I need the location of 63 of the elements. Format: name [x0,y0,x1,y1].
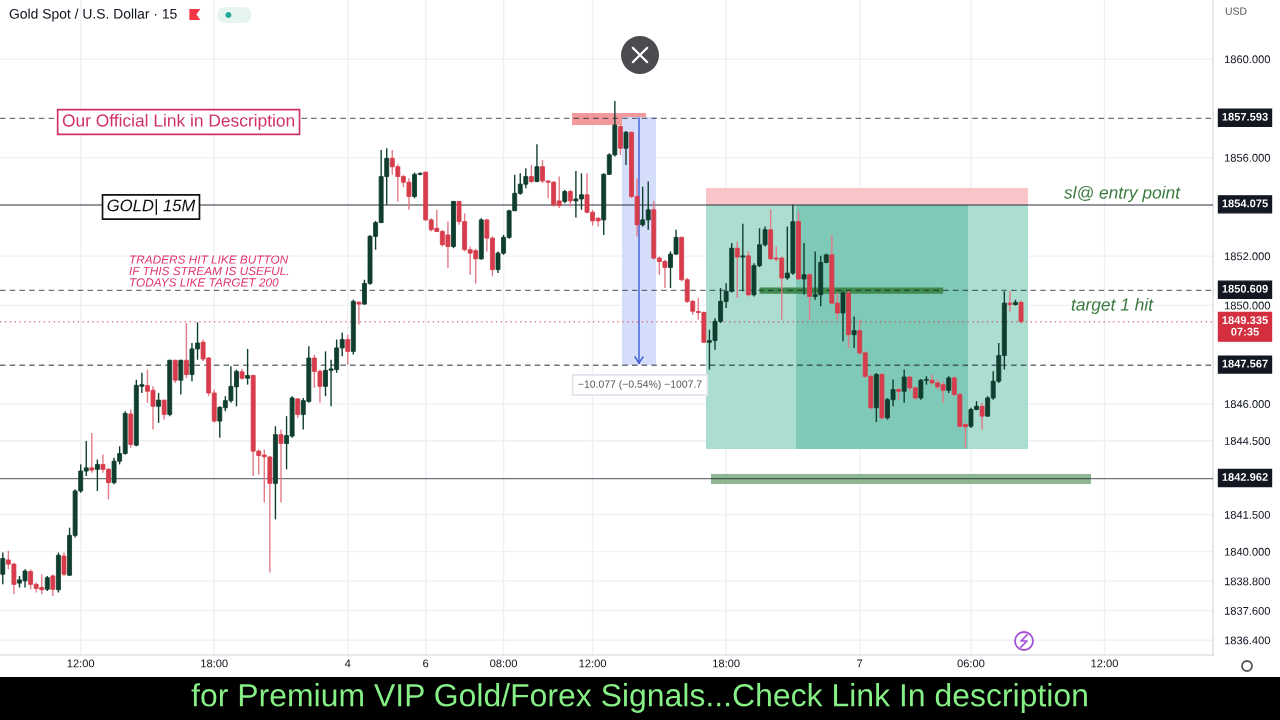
x-tick-label: 08:00 [490,659,518,668]
x-tick-label: 18:00 [201,659,228,668]
y-tick-label: 1836.400 [1224,636,1271,645]
x-tick-label: 06:00 [957,659,985,668]
annotation: GOLD| 15M [107,199,196,215]
candlestick [50,573,56,597]
candlestick [1018,299,1024,325]
candlestick [61,551,67,577]
candlestick [356,300,362,326]
y-tick-label: 1852.000 [1224,252,1271,261]
candlestick [245,348,251,386]
y-tick-label: 1837.600 [1224,606,1271,615]
annotation: Our Official Link in Description [62,113,295,131]
x-tick-label: 12:00 [1091,659,1118,668]
candlestick [278,428,284,504]
x-tick-label: 6 [423,659,429,668]
candlestick [345,333,351,366]
y-tick-label: 1846.000 [1224,400,1271,408]
x-tick-label: 18:00 [713,659,740,668]
x-tick-label: 7 [857,659,863,668]
candlestick [840,290,846,342]
candlestick [183,322,189,379]
text: for Premium VIP Gold/Forex Signals...Check Link In description [191,683,1087,713]
y-tick-label: 1840.000 [1224,547,1271,556]
candlestick [740,223,746,292]
candlestick [178,359,184,396]
x-tick-label: 4 [344,659,351,668]
ref-line-label: 1850.609 [1222,284,1268,293]
y-tick-label: 1850.000 [1224,301,1271,310]
candlestick [528,164,534,184]
annotation: −10.077 (−0.54%) −1007.7 [578,380,702,390]
candlestick [617,123,623,156]
y-tick-label: 1856.000 [1224,153,1271,162]
candlestick [623,130,629,166]
candlestick [734,240,740,299]
y-tick-label: 1844.500 [1224,437,1271,445]
ref-line-label: 1854.075 [1222,199,1268,208]
candlestick [851,315,857,349]
candlestick [94,458,100,492]
y-tick-label: 1838.800 [1224,577,1271,586]
candlestick [979,402,985,431]
y-tick-label: 1860.000 [1224,55,1271,64]
text: Gold Spot / U.S. Dollar · 15 [9,8,177,22]
x-tick-label: 12:00 [67,659,95,668]
candlestick [1007,290,1013,313]
candlestick [89,432,95,474]
candlestick [161,398,167,421]
annotation: sl@ entry point [1064,185,1181,203]
ref-line-label: 1842.962 [1222,473,1268,481]
annotation: TRADERS HIT LIKE BUTTON IF THIS STREAM IS USEFUL. TODAYS LIKE TARGET 200 [129,255,289,287]
candlestick [807,272,813,321]
candlestick [0,551,6,586]
ref-line-label: 1847.567 [1222,359,1268,368]
candlestick [801,242,807,296]
x-tick-label: 12:00 [579,659,607,668]
y-tick-label: 1841.500 [1224,510,1271,519]
ref-line-label: 1857.593 [1222,112,1268,121]
candlestick [534,143,540,183]
annotation: target 1 hit [1071,297,1154,315]
ref-line-label: 1849.335 07:35 [1222,316,1268,336]
text: USD [1225,7,1247,15]
candlestick [156,392,161,424]
candlestick [901,368,907,404]
